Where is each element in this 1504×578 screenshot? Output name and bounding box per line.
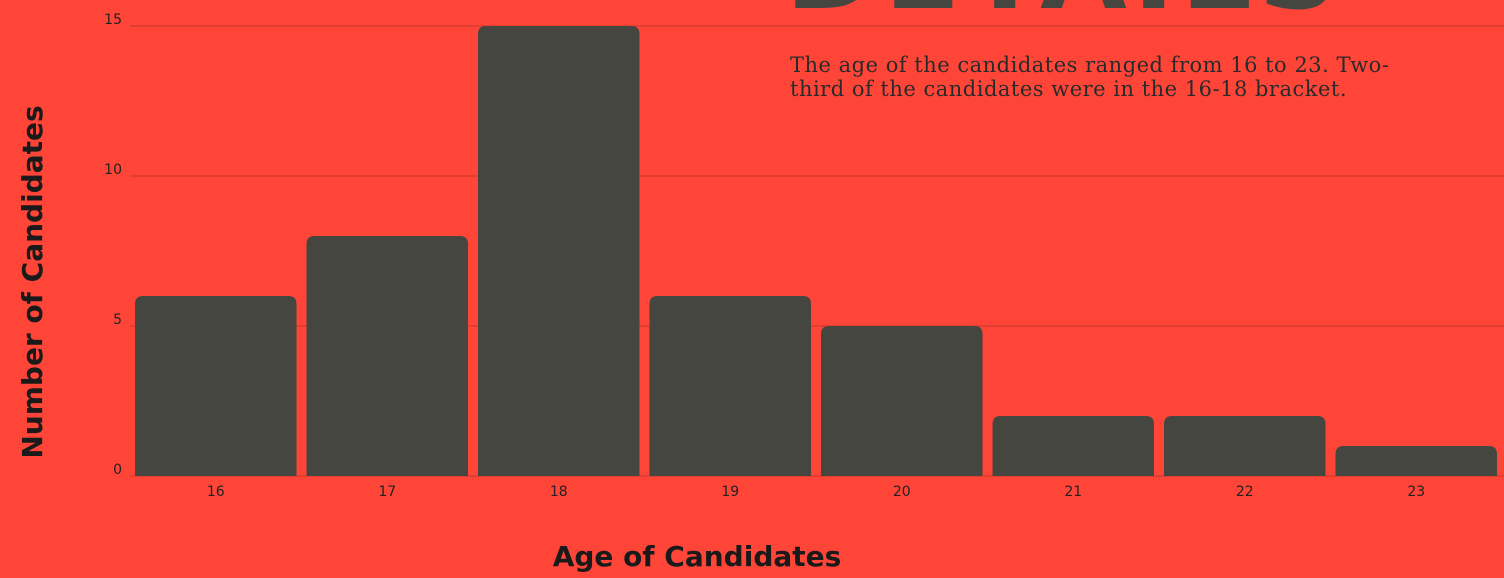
annotation: third of the candidates were in the 16-1… xyxy=(790,77,1347,101)
y-tick-label: 10 xyxy=(104,162,122,178)
x-tick-label: 18 xyxy=(550,484,568,500)
bar xyxy=(306,236,468,476)
bar xyxy=(135,296,297,476)
bar xyxy=(478,26,640,476)
bar xyxy=(649,296,811,476)
bar xyxy=(1164,416,1326,476)
x-tick-label: 17 xyxy=(378,484,396,500)
bar xyxy=(992,416,1154,476)
x-tick-label: 20 xyxy=(893,484,911,500)
bar xyxy=(1335,446,1497,476)
y-axis-label: Number of Candidates xyxy=(16,105,49,458)
x-tick-label: 16 xyxy=(207,484,225,500)
y-tick-label: 0 xyxy=(113,462,122,478)
x-tick-label: 23 xyxy=(1407,484,1425,500)
chart-title: DETAILS xyxy=(785,0,1345,35)
y-tick-label: 5 xyxy=(113,312,122,328)
y-tick-label: 15 xyxy=(104,12,122,28)
x-axis-label: Age of Candidates xyxy=(553,540,842,573)
bar xyxy=(821,326,983,476)
annotation: The age of the candidates ranged from 16… xyxy=(790,53,1389,77)
x-tick-label: 19 xyxy=(721,484,739,500)
x-tick-label: 22 xyxy=(1236,484,1254,500)
x-tick-label: 21 xyxy=(1064,484,1082,500)
